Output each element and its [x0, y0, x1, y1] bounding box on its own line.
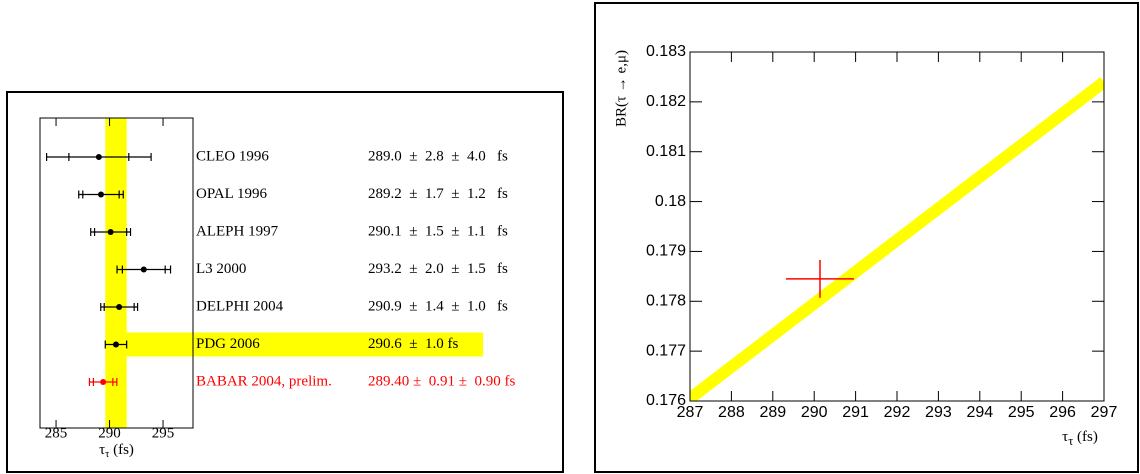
y-tick-label: 0.182 — [646, 93, 686, 110]
category-label: DELPHI 2004 — [196, 298, 284, 314]
right-panel-frame — [594, 2, 1139, 473]
x-tick-label: 289 — [759, 404, 786, 421]
x-axis-label-symbol: τ — [1062, 429, 1068, 445]
x-tick-label: 288 — [718, 404, 745, 421]
x-tick-label: 296 — [1049, 404, 1076, 421]
x-axis-label-unit: (fs) — [1073, 429, 1098, 445]
y-tick-label: 0.179 — [646, 243, 686, 260]
reference-row-highlight — [105, 332, 483, 357]
result-label: 293.2 ± 2.0 ± 1.5 fs — [368, 261, 508, 277]
result-label: 290.6 ± 1.0 fs — [368, 336, 458, 352]
result-label: 289.0 ± 2.8 ± 4.0 fs — [368, 148, 508, 164]
measurement-point — [95, 154, 102, 160]
x-tick-label: 285 — [45, 425, 68, 441]
measurement-point — [116, 304, 123, 310]
measurement-point — [112, 341, 119, 348]
measurement-point — [97, 191, 104, 198]
x-tick-label: 287 — [677, 404, 704, 421]
result-label: 290.1 ± 1.5 ± 1.1 fs — [368, 223, 508, 239]
x-axis-label-subscript: τ — [1068, 434, 1073, 448]
y-tick-label: 0.18 — [655, 193, 686, 210]
x-tick-label: 295 — [1008, 404, 1035, 421]
y-tick-label: 0.181 — [646, 143, 686, 160]
x-axis-label-subscript: τ — [105, 449, 109, 460]
category-label: OPAL 1996 — [196, 186, 267, 202]
x-tick-label: 297 — [1091, 404, 1118, 421]
category-label: PDG 2006 — [196, 336, 260, 352]
category-label: ALEPH 1997 — [196, 223, 279, 239]
x-tick-label: 294 — [966, 404, 993, 421]
y-tick-label: 0.176 — [646, 392, 686, 409]
x-axis-label-symbol: τ — [99, 442, 105, 458]
x-tick-label: 290 — [98, 425, 121, 441]
x-tick-label: 295 — [152, 425, 175, 441]
x-tick-label: 290 — [801, 404, 828, 421]
y-axis-label: BR(τ → e,μ) — [613, 50, 629, 127]
category-label: CLEO 1996 — [196, 148, 269, 164]
result-label: 289.40 ± 0.91 ± 0.90 fs — [368, 373, 515, 389]
left-panel-frame — [6, 91, 564, 473]
y-tick-label: 0.177 — [646, 342, 686, 359]
result-label: 289.2 ± 1.7 ± 1.2 fs — [368, 186, 508, 202]
category-label: L3 2000 — [196, 261, 246, 277]
y-tick-label: 0.183 — [646, 43, 686, 60]
result-label: 290.9 ± 1.4 ± 1.0 fs — [368, 298, 508, 314]
x-tick-label: 292 — [884, 404, 911, 421]
x-tick-label: 291 — [842, 404, 869, 421]
category-label: BABAR 2004, prelim. — [196, 373, 332, 389]
x-axis-label-unit: (fs) — [109, 442, 134, 458]
x-axis-label: ττ (fs) — [1062, 429, 1098, 447]
y-tick-label: 0.178 — [646, 293, 686, 310]
prediction-band — [690, 77, 1104, 401]
measurement-point — [100, 379, 107, 385]
plot-frame — [39, 117, 194, 429]
measurement-point — [140, 266, 147, 273]
measurement-point — [107, 229, 114, 235]
x-axis-label: ττ (fs) — [99, 442, 134, 460]
x-tick-label: 293 — [925, 404, 952, 421]
